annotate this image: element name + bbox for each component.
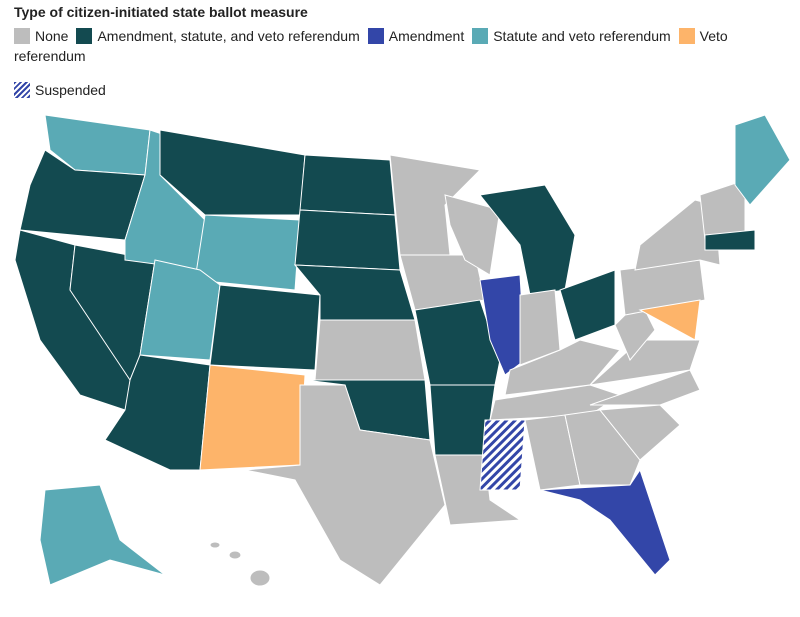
states (14, 114, 791, 587)
state (734, 114, 791, 206)
state (564, 409, 641, 486)
state (589, 369, 701, 406)
legend-suspended: Suspended (14, 82, 754, 98)
legend-swatch (678, 28, 695, 44)
state (559, 269, 616, 341)
state (314, 319, 426, 381)
legend-label: Suspended (35, 82, 106, 98)
state (199, 364, 306, 471)
state (389, 154, 482, 256)
state (599, 404, 681, 461)
state (159, 129, 306, 216)
legend-item: Veto referendum (14, 28, 728, 64)
state (228, 550, 242, 560)
legend-items: None Amendment, statute, and veto referen… (14, 26, 754, 66)
state (704, 229, 756, 251)
legend-swatch (76, 28, 93, 44)
state (249, 569, 271, 587)
legend-swatch (367, 28, 384, 44)
legend-swatch (14, 28, 30, 44)
state (39, 484, 166, 586)
state (414, 299, 501, 386)
state (209, 541, 221, 549)
state (294, 209, 401, 271)
state (194, 214, 301, 291)
legend-item: None (14, 28, 68, 44)
legend-label: Veto referendum (14, 28, 728, 64)
legend-label: Amendment, statute, and veto referendum (97, 28, 360, 44)
legend-title: Type of citizen-initiated state ballot m… (14, 4, 308, 20)
state (588, 339, 701, 386)
legend-item: Suspended (14, 82, 106, 98)
state (479, 419, 526, 491)
legend-item: Amendment, statute, and veto referendum (76, 28, 360, 44)
legend-swatch (472, 28, 489, 44)
legend-label: Amendment (388, 28, 465, 44)
state (638, 299, 701, 341)
state (539, 468, 671, 576)
state (434, 454, 522, 526)
legend-label: None (35, 28, 69, 44)
legend-item: Amendment (367, 28, 465, 44)
state (504, 339, 621, 396)
legend: Type of citizen-initiated state ballot m… (14, 4, 754, 98)
state (299, 154, 396, 216)
state (634, 199, 721, 271)
legend-swatch (14, 82, 30, 98)
legend-label: Statute and veto referendum (493, 28, 671, 44)
state (209, 284, 321, 371)
legend-item: Statute and veto referendum (472, 28, 671, 44)
state (244, 384, 446, 586)
